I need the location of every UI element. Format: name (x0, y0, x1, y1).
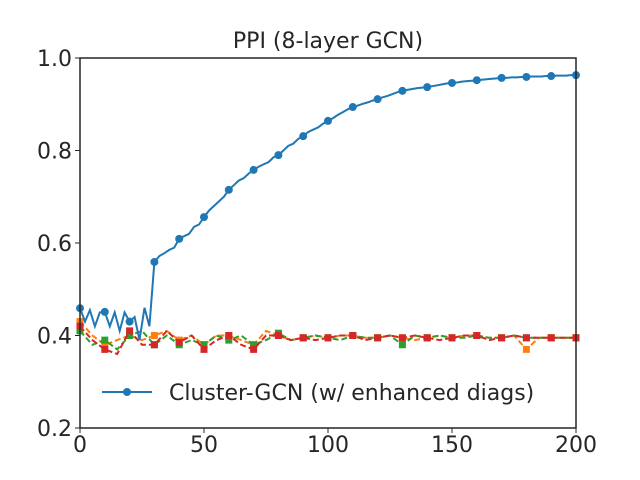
data-point (448, 334, 456, 342)
data-point (150, 257, 159, 266)
data-point (423, 334, 431, 342)
data-point (250, 345, 258, 353)
data-point (200, 345, 208, 353)
data-point (150, 341, 158, 349)
plot-area (76, 71, 580, 356)
data-point (448, 78, 456, 87)
data-point (274, 151, 283, 160)
x-tick-label: 100 (307, 433, 349, 458)
data-point (175, 234, 184, 243)
ticks: 0 50 100 150 200 0.2 0.4 0.6 0.8 1.0 (37, 47, 597, 458)
data-point (150, 332, 158, 339)
y-tick-label: 0.6 (37, 232, 72, 257)
data-point (250, 341, 258, 349)
legend: Cluster-GCN (w/ enhanced diags) (102, 381, 534, 406)
data-point (299, 334, 307, 342)
data-point (398, 341, 406, 349)
legend-marker (123, 388, 131, 396)
data-point (522, 72, 531, 81)
series-line-3 (79, 325, 576, 356)
data-point (324, 334, 332, 342)
series-line-0 (79, 74, 576, 341)
data-point (225, 336, 233, 344)
data-point (101, 341, 109, 349)
chart-title: PPI (8-layer GCN) (233, 29, 423, 54)
data-point (522, 345, 530, 353)
data-point (274, 332, 282, 339)
data-point (348, 103, 357, 112)
data-point (349, 332, 357, 339)
data-point (200, 213, 208, 222)
data-point (224, 185, 233, 194)
y-tick-label: 0.8 (37, 140, 72, 165)
data-point (374, 334, 382, 342)
data-point (299, 132, 308, 141)
data-point (423, 83, 432, 92)
axes-frame (79, 57, 577, 429)
data-point (473, 332, 481, 339)
data-point (126, 327, 134, 335)
data-point (101, 345, 109, 353)
y-tick-label: 1.0 (37, 47, 72, 72)
x-tick-label: 50 (190, 433, 218, 458)
data-point (373, 95, 382, 104)
data-point (547, 72, 556, 81)
data-point (225, 332, 233, 339)
data-point (101, 336, 109, 344)
data-point (522, 334, 530, 342)
y-tick-label: 0.2 (37, 417, 72, 442)
data-point (398, 86, 407, 95)
data-point (497, 73, 506, 82)
data-point (324, 116, 332, 125)
data-point (126, 332, 134, 339)
data-point (498, 334, 506, 342)
x-tick-label: 200 (555, 433, 597, 458)
data-point (547, 334, 555, 342)
x-tick-label: 150 (431, 433, 473, 458)
data-point (175, 338, 183, 346)
data-point (472, 76, 481, 85)
data-point (249, 165, 258, 174)
data-point (398, 334, 406, 342)
data-point (200, 341, 208, 349)
y-tick-label: 0.4 (37, 325, 72, 350)
data-point (125, 317, 134, 326)
x-tick-label: 0 (73, 433, 87, 458)
data-point (100, 307, 109, 316)
legend-label: Cluster-GCN (w/ enhanced diags) (169, 381, 534, 406)
